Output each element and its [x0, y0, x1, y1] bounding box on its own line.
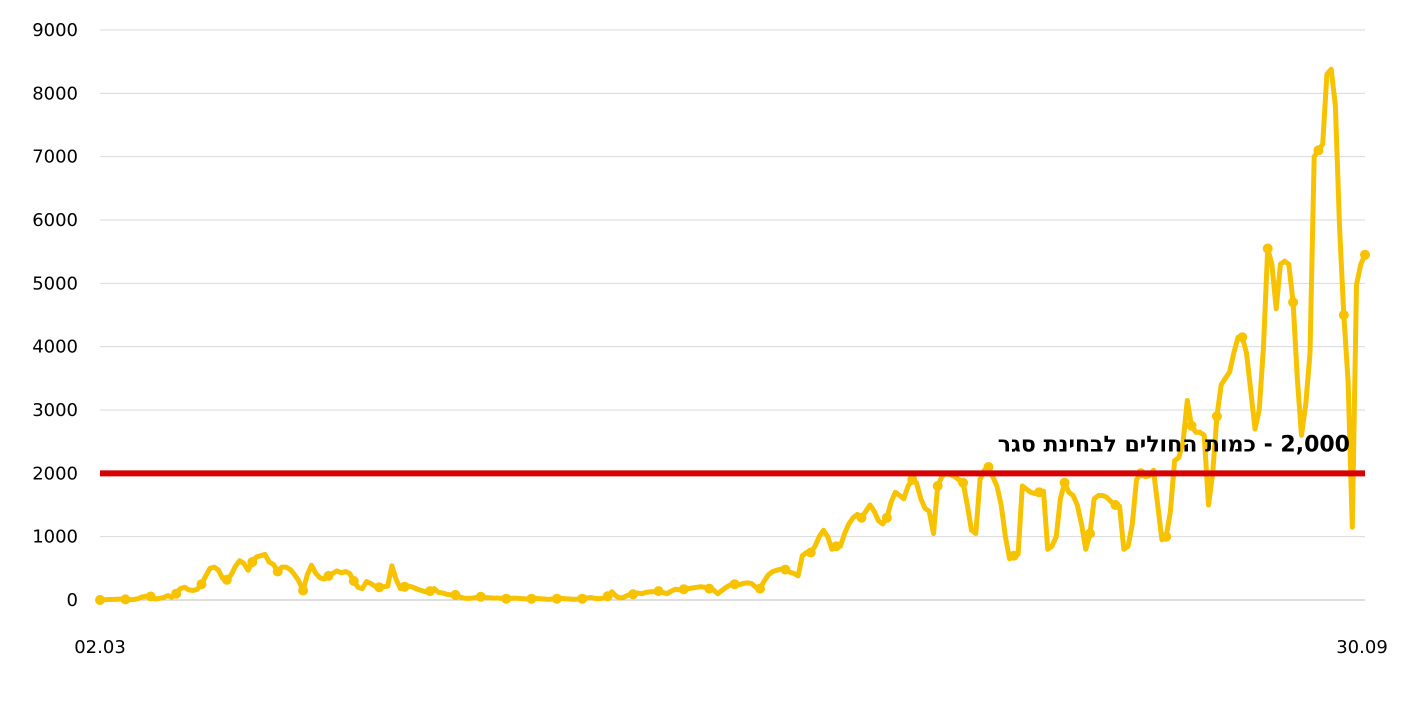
data-point: [323, 570, 334, 581]
data-point: [678, 584, 689, 595]
data-point: [881, 512, 892, 523]
data-point: [1186, 420, 1197, 431]
data-point: [729, 579, 740, 590]
y-tick-label: 6000: [32, 210, 78, 231]
x-tick-label-start: 02.03: [74, 637, 126, 658]
data-point: [1085, 528, 1095, 539]
y-tick-label: 7000: [32, 147, 78, 168]
data-point: [145, 591, 156, 602]
y-axis-ticks: 0 1000 2000 3000 4000 5000 6000 7000 8000 9000: [32, 20, 78, 611]
data-point: [1110, 500, 1121, 510]
data-point: [958, 477, 969, 488]
data-point: [1262, 243, 1273, 254]
data-point: [95, 595, 105, 605]
series-line: [97, 66, 1368, 603]
y-tick-label: 0: [67, 590, 78, 611]
data-point: [1313, 145, 1324, 156]
data-point: [348, 576, 359, 586]
data-point: [831, 541, 842, 552]
data-point: [272, 566, 283, 577]
y-tick-label: 2000: [32, 463, 78, 484]
data-point: [450, 589, 461, 600]
data-point: [551, 593, 562, 604]
x-tick-label-end: 30.09: [1336, 637, 1388, 658]
data-point: [907, 474, 918, 485]
data-point: [120, 594, 131, 605]
data-point: [1034, 487, 1045, 498]
data-point: [755, 583, 765, 594]
data-point: [653, 586, 664, 597]
data-point: [1237, 332, 1248, 343]
data-point: [475, 591, 486, 602]
y-tick-label: 4000: [32, 337, 78, 358]
data-point: [1360, 249, 1370, 260]
data-point: [856, 512, 867, 523]
data-point: [1008, 550, 1019, 561]
data-point: [602, 591, 613, 602]
data-point: [374, 582, 385, 593]
data-point: [526, 593, 537, 604]
data-point: [1288, 297, 1299, 308]
data-point: [298, 585, 309, 596]
data-point: [425, 586, 435, 597]
data-point: [1059, 477, 1070, 488]
data-point: [171, 588, 182, 599]
data-point: [577, 593, 588, 604]
series-group: [95, 66, 1370, 605]
y-tick-label: 8000: [32, 83, 78, 104]
threshold-label: 2,000 - כמות החולים לבחינת סגר: [998, 432, 1350, 457]
data-point: [1338, 310, 1349, 320]
y-tick-label: 5000: [32, 273, 78, 294]
data-point: [196, 579, 207, 590]
data-point: [1161, 531, 1172, 542]
y-tick-label: 1000: [32, 527, 78, 548]
data-point: [501, 593, 512, 604]
data-point: [780, 564, 791, 575]
data-point: [704, 583, 715, 594]
data-point: [983, 462, 994, 472]
data-point: [1211, 411, 1222, 422]
y-tick-label: 9000: [32, 20, 78, 41]
y-tick-label: 3000: [32, 400, 78, 421]
data-point: [628, 589, 639, 600]
data-point: [247, 557, 258, 567]
data-point: [399, 581, 410, 592]
data-point: [221, 574, 232, 585]
data-point: [932, 481, 943, 491]
data-point: [805, 547, 816, 558]
